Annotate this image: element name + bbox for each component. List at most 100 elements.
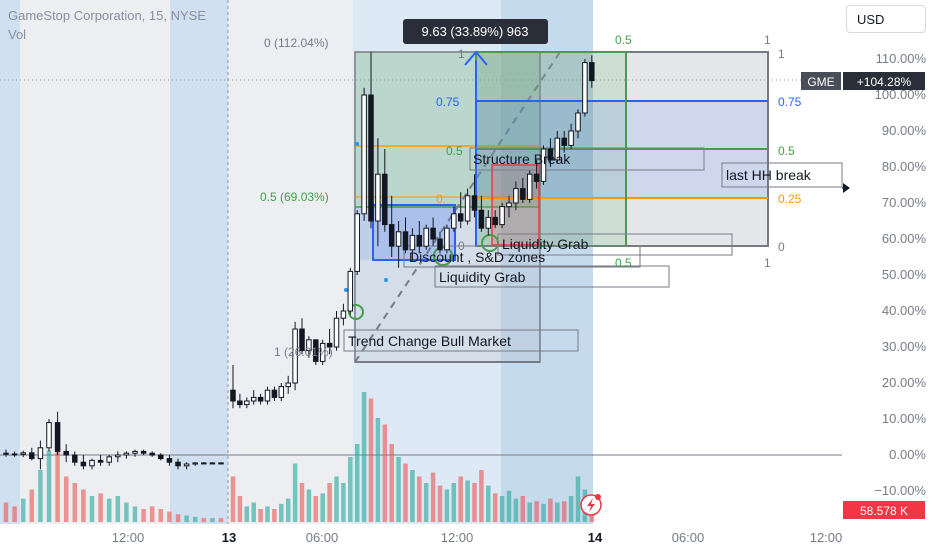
candle-down	[382, 173, 388, 226]
candle-down	[230, 389, 236, 402]
volume-bar	[541, 503, 546, 522]
fib-label-0-right: 0	[778, 240, 785, 254]
candle-up	[192, 462, 198, 465]
volume-bar	[389, 444, 394, 522]
fib-label-mid: 0.5 (69.03%)	[260, 190, 329, 204]
symbol-title: GameStop Corporation, 15, NYSE	[8, 8, 206, 23]
marker-dot-2	[355, 142, 359, 146]
volume-bar	[458, 476, 463, 522]
fib-label-05-lower: 0.5	[615, 256, 632, 270]
candle-up	[319, 342, 326, 362]
last-hh-arrow	[843, 183, 850, 193]
y-tick-label: 0.00%	[889, 447, 926, 462]
candle-down	[326, 342, 333, 348]
lightning-icon-dot	[595, 494, 601, 500]
volume-bar	[506, 490, 512, 522]
y-tick-label: 10.00%	[882, 411, 927, 426]
candle-up	[20, 452, 26, 455]
volume-bar	[141, 509, 146, 522]
trend-change-box	[343, 329, 579, 352]
volume-bar	[258, 509, 263, 522]
candle-up	[554, 137, 561, 161]
lightning-icon[interactable]	[580, 494, 602, 516]
x-tick-1: 13	[222, 530, 236, 545]
volume-bar	[46, 450, 52, 522]
tooltip-text: 9.63 (33.89%) 963	[422, 24, 529, 39]
structure-break-box	[469, 147, 705, 171]
candle-down	[457, 213, 464, 222]
volume-bar	[306, 489, 312, 522]
candle-up	[264, 389, 271, 402]
candle-up	[506, 202, 512, 208]
annotation-trend-change: Trend Change Bull Market	[348, 333, 511, 349]
candle-up	[278, 386, 285, 398]
band-pre-1	[0, 0, 20, 524]
candle-down	[561, 137, 567, 146]
x-tick-0: 12:00	[112, 530, 145, 545]
fib-label-1-lower-right: 1	[764, 256, 771, 270]
volume-bar	[444, 489, 450, 522]
volume-bar	[396, 457, 401, 522]
candle-down	[80, 461, 87, 467]
discount-box	[403, 245, 641, 268]
volume-bar	[423, 483, 429, 522]
candle-down	[520, 188, 526, 200]
fib-label-1-far-right: 1	[778, 47, 785, 61]
y-tick-label: 100.00%	[875, 87, 927, 102]
candle-down	[3, 452, 9, 455]
candle-up	[132, 450, 138, 454]
volume-badge: 58.578 K	[843, 501, 925, 519]
y-tick-label: 110.00%	[876, 51, 927, 66]
x-tick-2: 06:00	[306, 530, 339, 545]
candle-down	[478, 209, 485, 229]
volume-bar	[89, 496, 95, 522]
marker-dot-1	[384, 278, 388, 282]
volume-bar	[265, 506, 270, 522]
volume-bar	[520, 496, 526, 522]
candle-up	[575, 112, 581, 132]
candle-down	[140, 450, 147, 454]
volume-bar	[499, 496, 505, 522]
volume-bar	[279, 503, 284, 522]
volume-bar	[132, 506, 138, 522]
y-tick-label: 90.00%	[882, 123, 927, 138]
volume-bar	[382, 424, 388, 522]
volume-bar	[124, 502, 129, 522]
candle-down	[471, 195, 478, 211]
lightning-icon-bolt	[587, 498, 595, 512]
candle-up	[444, 227, 450, 251]
candle-down	[402, 231, 409, 251]
volume-bar	[437, 485, 443, 522]
currency-button[interactable]: USD	[846, 5, 926, 33]
candle-down	[533, 173, 540, 182]
volume-bar	[12, 506, 17, 522]
volume-bar	[534, 501, 539, 522]
liquidity-circle-2	[433, 246, 453, 266]
candle-down	[271, 389, 278, 398]
candle-up	[451, 213, 457, 229]
y-tick-label: −10.00%	[874, 483, 926, 498]
volume-bar	[63, 476, 69, 522]
volume-label: Vol	[8, 27, 27, 42]
candle-up	[347, 270, 354, 312]
fib-label-075-right: 0.75	[778, 95, 802, 109]
y-tick-label: 80.00%	[882, 159, 927, 174]
volume-badge-bg	[843, 501, 925, 519]
band-off-1	[20, 0, 170, 524]
candle-up	[361, 94, 367, 215]
volume-bar	[375, 418, 381, 522]
fib-diagonal	[354, 51, 561, 363]
candle-down	[430, 227, 436, 240]
volume-bar	[149, 506, 155, 522]
fib-label-05-top: 0.5	[615, 33, 632, 47]
price-badge: GME +104.28%	[801, 72, 925, 90]
candle-down	[158, 454, 164, 460]
volume-bar	[313, 496, 319, 522]
x-tick-4: 14	[588, 530, 603, 545]
band-post-2	[501, 0, 593, 524]
volume-bar	[341, 483, 346, 522]
candle-up	[375, 173, 381, 222]
volume-bar	[575, 476, 581, 522]
volume-bar	[230, 476, 236, 522]
